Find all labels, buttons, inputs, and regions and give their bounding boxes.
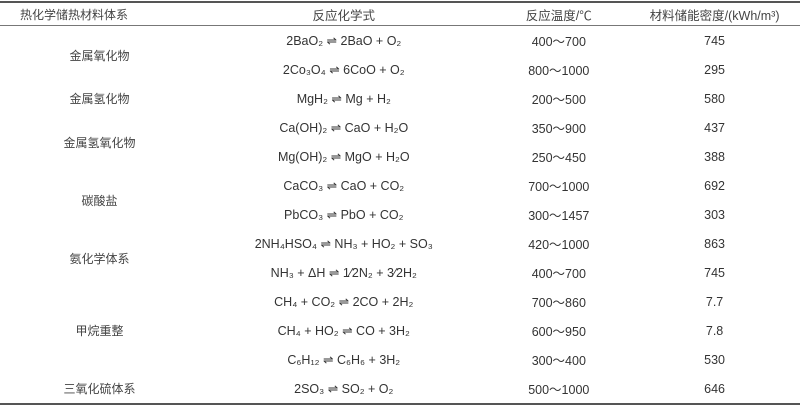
reaction-cell: 2NH₄HSO₄ ⇌ NH₃ + HO₂ + SO₃ bbox=[254, 237, 433, 251]
reaction-cell: Mg(OH)₂ ⇌ MgO + H₂O bbox=[277, 150, 410, 164]
table-row: 金属氢氧化物 Ca(OH)₂ ⇌ CaO + H₂O 350～900 437 bbox=[0, 113, 800, 150]
reaction-cell: CH₄ + CO₂ ⇌ 2CO + 2H₂ bbox=[274, 295, 414, 309]
density-cell: 530 bbox=[704, 352, 725, 367]
density-cell: 388 bbox=[704, 149, 725, 164]
temperature-cell: 300～1457 bbox=[528, 209, 590, 223]
reaction-cell: C₆H₁₂ ⇌ C₆H₆ + 3H₂ bbox=[287, 353, 401, 367]
table-row: 甲烷重整 CH₄ + CO₂ ⇌ 2CO + 2H₂ 700～860 7.7 bbox=[0, 287, 800, 339]
system-cell: 金属氧化物 bbox=[69, 48, 130, 63]
system-cell: 金属氢氧化物 bbox=[63, 135, 136, 150]
table-row: 氨化学体系 2NH₄HSO₄ ⇌ NH₃ + HO₂ + SO₃ 420～1000 8… bbox=[0, 229, 800, 266]
header-temperature: 反应温度/℃ bbox=[488, 2, 630, 26]
system-cell: 金属氢化物 bbox=[69, 92, 130, 106]
density-cell: 863 bbox=[704, 236, 725, 251]
reaction-cell: 2BaO₂ ⇌ 2BaO + O₂ bbox=[286, 34, 402, 48]
temperature-cell: 200～500 bbox=[531, 93, 586, 107]
table-body: 金属氧化物 2BaO₂ ⇌ 2BaO + O₂ 400～700 745 2Co₃O₄ ⇌… bbox=[0, 26, 800, 405]
reaction-cell: 2SO₃ ⇌ SO₂ + O₂ bbox=[294, 382, 394, 396]
table-row: 三氧化硫体系 2SO₃ ⇌ SO₂ + O₂ 500～1000 646 bbox=[0, 374, 800, 404]
system-cell: 三氧化硫体系 bbox=[63, 382, 136, 396]
density-cell: 7.7 bbox=[705, 294, 724, 309]
table-row: NH₃ + ΔH ⇌ 1⁄2N₂ + 3⁄2H₂ 400～700 745 bbox=[0, 258, 800, 287]
reaction-cell: CaCO₃ ⇌ CaO + CO₂ bbox=[283, 179, 405, 193]
header-row: 热化学储热材料体系 反应化学式 反应温度/℃ 材料储能密度/(kWh/m³) bbox=[0, 2, 800, 26]
reaction-cell: Ca(OH)₂ ⇌ CaO + H₂O bbox=[279, 121, 409, 135]
reaction-cell: 2Co₃O₄ ⇌ 6CoO + O₂ bbox=[282, 63, 405, 77]
density-cell: 745 bbox=[704, 265, 725, 280]
reaction-cell: CH₄ + HO₂ ⇌ CO + 3H₂ bbox=[277, 324, 410, 338]
temperature-cell: 400～700 bbox=[531, 35, 586, 49]
temperature-cell: 350～900 bbox=[531, 122, 586, 136]
table-row: 2Co₃O₄ ⇌ 6CoO + O₂ 800～1000 295 bbox=[0, 55, 800, 84]
temperature-cell: 700～860 bbox=[531, 296, 586, 310]
system-cell: 碳酸盐 bbox=[81, 193, 118, 208]
reaction-cell: PbCO₃ ⇌ PbO + CO₂ bbox=[284, 208, 404, 222]
table-row: 碳酸盐 CaCO₃ ⇌ CaO + CO₂ 700～1000 692 bbox=[0, 171, 800, 208]
temperature-cell: 400～700 bbox=[531, 267, 586, 281]
table-row: CH₄ + HO₂ ⇌ CO + 3H₂ 600～950 7.8 bbox=[0, 316, 800, 345]
temperature-cell: 420～1000 bbox=[528, 238, 590, 252]
density-cell: 7.8 bbox=[705, 323, 724, 338]
system-cell: 甲烷重整 bbox=[75, 324, 124, 338]
table-row: 金属氢化物 MgH₂ ⇌ Mg + H₂ 200～500 580 bbox=[0, 84, 800, 113]
density-cell: 580 bbox=[704, 91, 725, 106]
temperature-cell: 700～1000 bbox=[528, 180, 590, 194]
header-density: 材料储能密度/(kWh/m³) bbox=[629, 2, 800, 26]
density-cell: 745 bbox=[704, 33, 725, 48]
temperature-cell: 500～1000 bbox=[528, 383, 590, 397]
density-cell: 692 bbox=[704, 178, 725, 193]
density-cell: 295 bbox=[704, 62, 725, 77]
temperature-cell: 800～1000 bbox=[528, 64, 590, 78]
table-row: Mg(OH)₂ ⇌ MgO + H₂O 250～450 388 bbox=[0, 142, 800, 171]
reaction-cell: MgH₂ ⇌ Mg + H₂ bbox=[296, 92, 391, 106]
system-cell: 氨化学体系 bbox=[69, 251, 130, 266]
density-cell: 437 bbox=[704, 120, 725, 135]
density-cell: 303 bbox=[704, 207, 725, 222]
table-row: PbCO₃ ⇌ PbO + CO₂ 300～1457 303 bbox=[0, 200, 800, 229]
table-row: 金属氧化物 2BaO₂ ⇌ 2BaO + O₂ 400～700 745 bbox=[0, 26, 800, 63]
table-row: C₆H₁₂ ⇌ C₆H₆ + 3H₂ 300～400 530 bbox=[0, 345, 800, 374]
reaction-cell: NH₃ + ΔH ⇌ 1⁄2N₂ + 3⁄2H₂ bbox=[270, 266, 417, 280]
temperature-cell: 250～450 bbox=[531, 151, 586, 165]
temperature-cell: 600～950 bbox=[531, 325, 586, 339]
density-cell: 646 bbox=[704, 381, 725, 396]
temperature-cell: 300～400 bbox=[531, 354, 586, 368]
header-reaction: 反应化学式 bbox=[199, 2, 489, 26]
header-system: 热化学储热材料体系 bbox=[0, 2, 200, 26]
